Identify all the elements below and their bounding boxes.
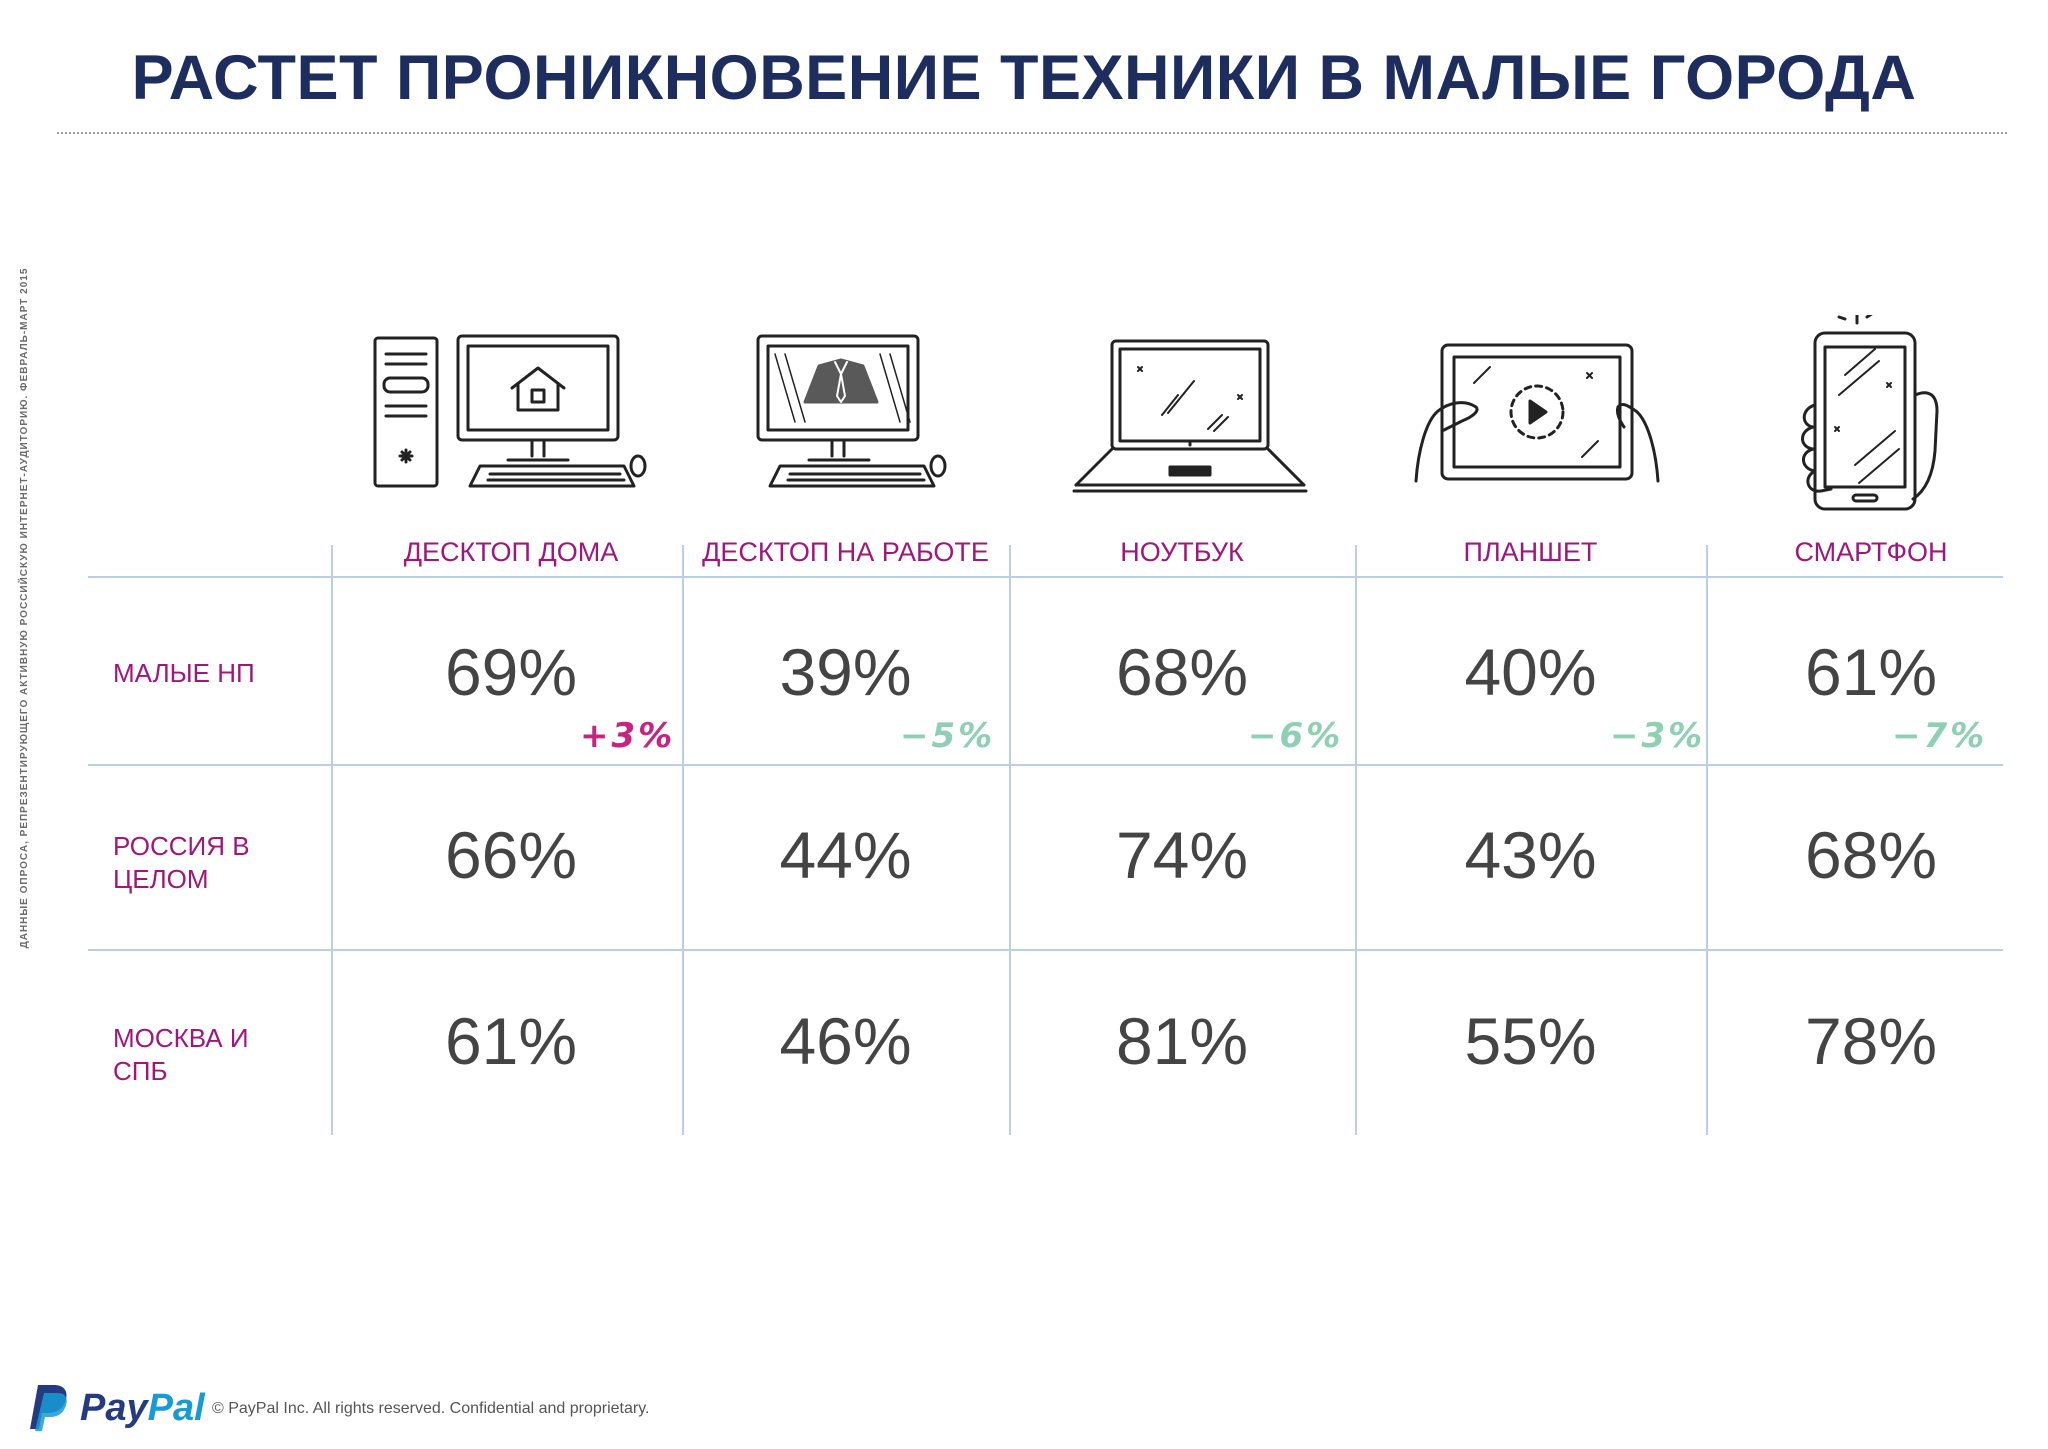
value-cell: 68% <box>1115 635 1249 709</box>
value-cell: 61% <box>1804 635 1938 709</box>
delta-badge: −3% <box>1610 716 1706 756</box>
laptop-icon <box>1072 339 1308 493</box>
value-cell: 55% <box>1464 1004 1597 1078</box>
grid-line-col-4 <box>1355 545 1357 1135</box>
column-header-desktop-work: ДЕСКТОП НА РАБОТЕ <box>702 537 989 567</box>
grid-line-col-5 <box>1706 545 1708 1135</box>
value-cell: 78% <box>1804 1004 1938 1078</box>
page-title: РАСТЕТ ПРОНИКНОВЕНИЕ ТЕХНИКИ В МАЛЫЕ ГОР… <box>131 43 1917 113</box>
row-label-moscow-spb: МОСКВА И СПБ <box>113 1023 249 1086</box>
brand-pal: Pal <box>147 1387 205 1429</box>
grid-line-col-3 <box>1009 545 1011 1135</box>
paypal-brand: PayPal <box>80 1387 205 1429</box>
value-cell: 39% <box>779 635 912 709</box>
smartphone-icon <box>1801 315 1939 511</box>
survey-note: ДАННЫЕ ОПРОСА, РЕПРЕЗЕНТИРУЮЩЕГО АКТИВНУ… <box>19 267 30 949</box>
grid-line-col-1 <box>331 545 333 1135</box>
delta-badge: −7% <box>1892 716 1988 756</box>
copyright-text: © PayPal Inc. All rights reserved. Confi… <box>212 1400 650 1417</box>
row-label-small-towns: МАЛЫЕ НП <box>113 658 255 688</box>
value-cell: 61% <box>444 1004 578 1078</box>
tablet-icon <box>1414 343 1660 483</box>
delta-badge: +3% <box>580 716 676 756</box>
value-cell: 46% <box>779 1004 912 1078</box>
grid-line-row-2 <box>88 949 2003 951</box>
column-header-laptop: НОУТБУК <box>1120 537 1244 567</box>
value-cell: 69% <box>444 635 578 709</box>
work-desktop-icon <box>756 334 947 488</box>
column-header-smartphone: СМАРТФОН <box>1794 537 1948 567</box>
column-header-tablet: ПЛАНШЕТ <box>1463 537 1598 567</box>
column-header-desktop-home: ДЕСКТОП ДОМА <box>403 537 619 567</box>
delta-badge: −5% <box>900 716 996 756</box>
delta-badge: −6% <box>1248 716 1344 756</box>
grid-line-row-1 <box>88 764 2003 766</box>
paypal-logo-icon <box>30 1385 67 1431</box>
row-label-russia-total: РОССИЯ В ЦЕЛОМ <box>113 831 250 894</box>
home-desktop-icon <box>373 334 647 488</box>
value-cell: 68% <box>1804 818 1938 892</box>
value-cell: 40% <box>1464 635 1597 709</box>
brand-pay: Pay <box>80 1387 148 1429</box>
value-cell: 44% <box>779 818 912 892</box>
grid-line-top <box>88 576 2003 578</box>
grid-line-col-2 <box>682 545 684 1135</box>
value-cell: 74% <box>1115 818 1249 892</box>
value-cell: 81% <box>1115 1004 1249 1078</box>
value-cell: 66% <box>444 818 578 892</box>
title-divider <box>57 132 2007 134</box>
value-cell: 43% <box>1464 818 1597 892</box>
